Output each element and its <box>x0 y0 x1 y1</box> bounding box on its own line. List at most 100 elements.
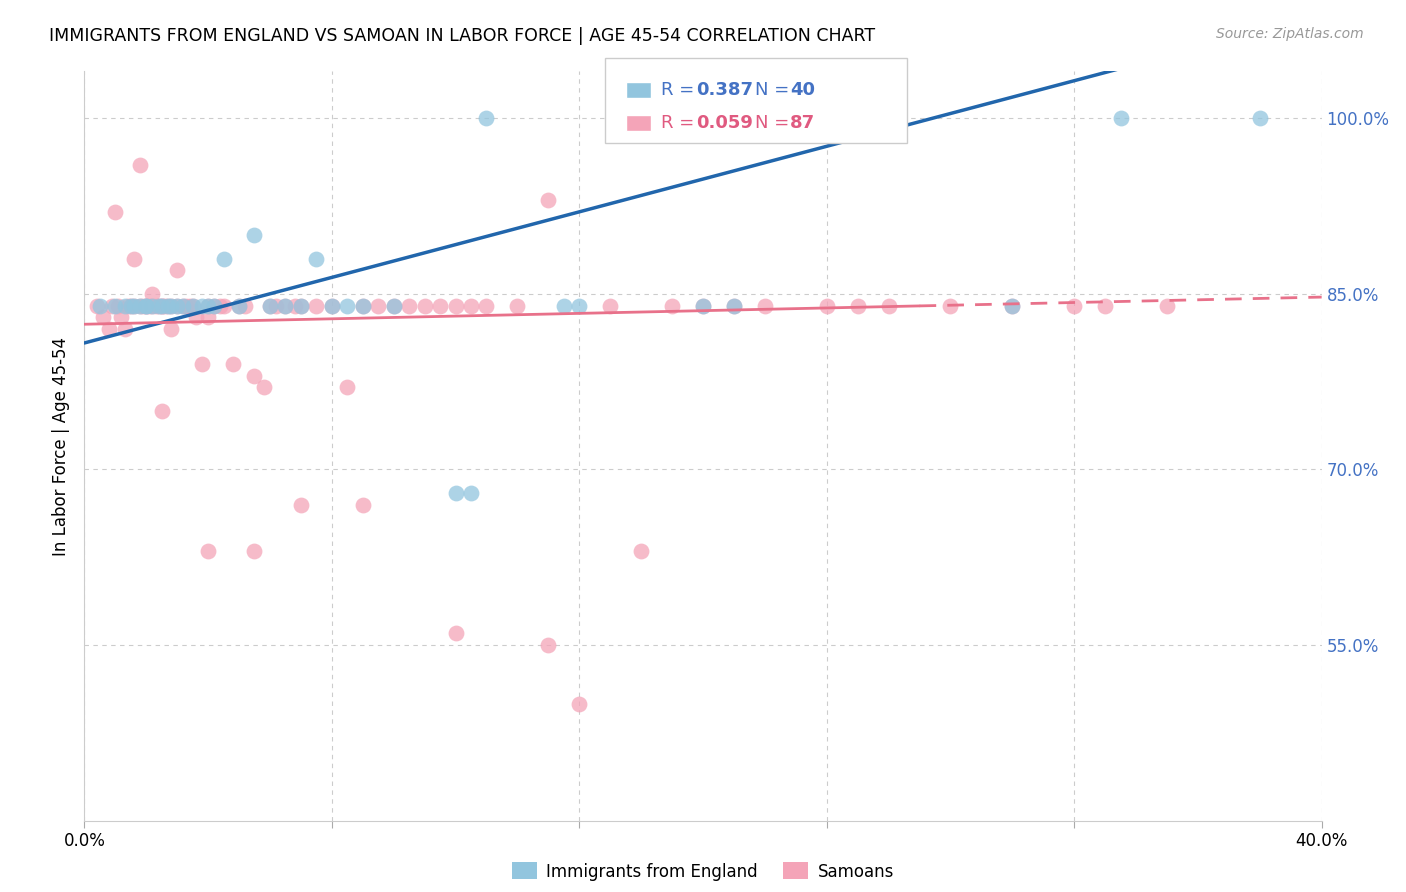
Point <box>191 357 214 371</box>
Point <box>1109 112 1132 126</box>
Point <box>89 298 111 313</box>
Point <box>398 298 420 313</box>
Point <box>197 544 219 558</box>
Point <box>114 298 136 313</box>
Text: 87: 87 <box>790 114 815 132</box>
Point <box>568 298 591 313</box>
Point <box>202 298 225 313</box>
Point <box>1001 298 1024 313</box>
Point <box>413 298 436 313</box>
Point <box>382 298 405 313</box>
Text: R =: R = <box>661 114 700 132</box>
Point <box>290 498 312 512</box>
Point <box>150 298 173 313</box>
Point <box>723 298 745 313</box>
Point <box>815 298 838 313</box>
Point <box>156 298 179 313</box>
Point <box>553 298 575 313</box>
Point <box>336 298 359 313</box>
Point <box>460 298 482 313</box>
Point <box>181 298 204 313</box>
Point <box>692 298 714 313</box>
Point <box>599 298 621 313</box>
Point <box>444 485 467 500</box>
Point <box>336 380 359 394</box>
Point <box>568 697 591 711</box>
Point <box>537 638 560 652</box>
Point <box>135 298 157 313</box>
Point <box>107 298 129 313</box>
Y-axis label: In Labor Force | Age 45-54: In Labor Force | Age 45-54 <box>52 336 70 556</box>
Point <box>243 368 266 383</box>
Point <box>148 298 170 313</box>
Point <box>444 626 467 640</box>
Point <box>460 485 482 500</box>
Point <box>197 310 219 325</box>
Point <box>939 298 962 313</box>
Point <box>630 544 652 558</box>
Point <box>233 298 256 313</box>
Point <box>243 544 266 558</box>
Point <box>98 322 121 336</box>
Text: N =: N = <box>755 81 794 99</box>
Point <box>172 298 194 313</box>
Point <box>179 298 201 313</box>
Point <box>122 298 145 313</box>
Point <box>91 310 114 325</box>
Point <box>352 298 374 313</box>
Point <box>184 310 207 325</box>
Point <box>475 298 498 313</box>
Point <box>212 298 235 313</box>
Point <box>475 112 498 126</box>
Point <box>222 357 245 371</box>
Point <box>122 298 145 313</box>
Point <box>181 298 204 313</box>
Point <box>754 298 776 313</box>
Point <box>321 298 343 313</box>
Point <box>444 298 467 313</box>
Point <box>367 298 389 313</box>
Point <box>148 298 170 313</box>
Point <box>150 404 173 418</box>
Point <box>104 204 127 219</box>
Point <box>129 298 152 313</box>
Text: R =: R = <box>661 81 700 99</box>
Point <box>86 298 108 313</box>
Point <box>135 298 157 313</box>
Point <box>202 298 225 313</box>
Point <box>145 298 167 313</box>
Point <box>723 298 745 313</box>
Point <box>129 298 152 313</box>
Point <box>141 286 163 301</box>
Point <box>141 298 163 313</box>
Point <box>1063 298 1085 313</box>
Text: 40: 40 <box>790 81 815 99</box>
Point <box>120 298 142 313</box>
Point <box>274 298 297 313</box>
Point <box>166 263 188 277</box>
Point <box>1249 112 1271 126</box>
Point <box>135 298 157 313</box>
Point <box>209 298 232 313</box>
Point <box>1156 298 1178 313</box>
Point <box>259 298 281 313</box>
Point <box>120 298 142 313</box>
Point <box>122 252 145 266</box>
Point <box>1001 298 1024 313</box>
Point <box>352 498 374 512</box>
Point <box>506 298 529 313</box>
Point <box>352 298 374 313</box>
Point <box>243 228 266 243</box>
Point <box>321 298 343 313</box>
Point <box>104 298 127 313</box>
Point <box>197 298 219 313</box>
Point <box>228 298 250 313</box>
Point <box>877 298 900 313</box>
Point <box>1094 298 1116 313</box>
Point <box>117 298 139 313</box>
Point <box>692 298 714 313</box>
Point <box>264 298 287 313</box>
Point <box>129 158 152 172</box>
Text: N =: N = <box>755 114 794 132</box>
Legend: Immigrants from England, Samoans: Immigrants from England, Samoans <box>505 855 901 888</box>
